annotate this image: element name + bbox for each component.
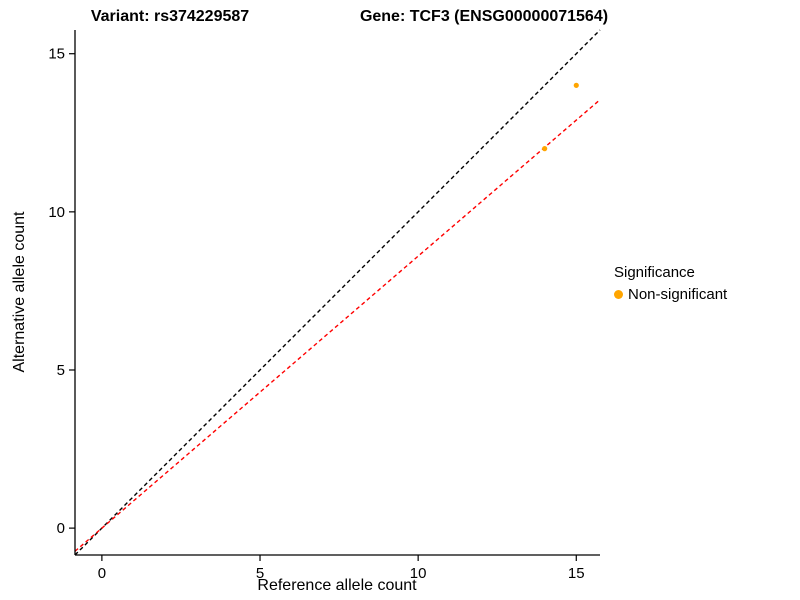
plot-title-gene: Gene: TCF3 (ENSG00000071564) [359, 8, 609, 25]
x-tick-label: 10 [410, 565, 427, 582]
data-point [573, 82, 579, 88]
legend: Significance Non-significant [614, 262, 727, 306]
x-tick-label: 15 [568, 565, 585, 582]
y-tick-label: 10 [48, 204, 65, 221]
reference-line-fit [74, 99, 601, 552]
legend-title: Significance [614, 264, 695, 281]
plot-title-variant: Variant: rs374229587 [90, 8, 250, 25]
y-tick-label: 15 [48, 46, 65, 63]
y-tick-label: 5 [57, 362, 65, 379]
legend-entry-label: Non-significant [628, 285, 728, 303]
reference-line-identity [74, 29, 601, 556]
x-axis-title: Reference allele count [257, 577, 417, 594]
legend-point-icon [614, 290, 623, 300]
y-tick-label: 0 [57, 520, 65, 537]
x-tick-label: 0 [98, 565, 106, 582]
data-point [542, 145, 548, 152]
x-tick-label: 5 [256, 565, 264, 582]
legend-entry: Non-significant [614, 284, 727, 306]
